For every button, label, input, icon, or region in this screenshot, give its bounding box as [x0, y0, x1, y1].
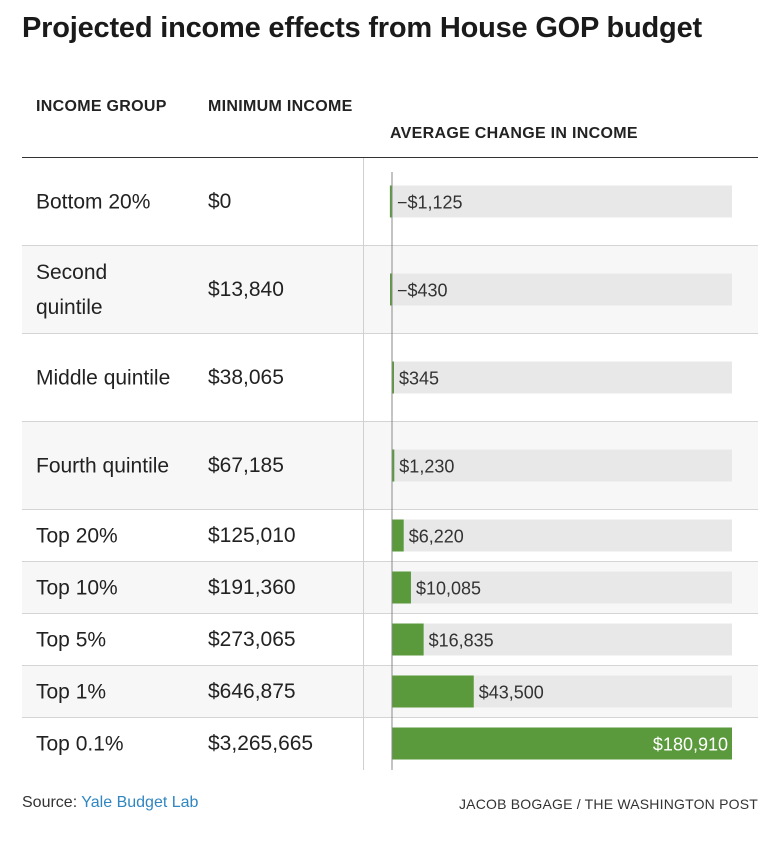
- bar: [392, 571, 411, 604]
- bar-track: [392, 623, 732, 656]
- bar: [392, 623, 424, 656]
- header-income-group: INCOME GROUP: [36, 98, 167, 115]
- minimum-income-value: $67,185: [208, 453, 284, 477]
- bar-value-label: $345: [399, 369, 439, 389]
- minimum-income-value: $273,065: [208, 627, 296, 651]
- bar-value-label: $1,230: [399, 457, 454, 477]
- minimum-income-value: $125,010: [208, 523, 296, 547]
- bar-value-label: −$430: [397, 281, 448, 301]
- income-group-label: Fourth quintile: [36, 454, 170, 477]
- income-group-label: Top 10%: [36, 576, 118, 599]
- table-row: Bottom 20% $0: [22, 158, 758, 246]
- chart-title: Projected income effects from House GOP …: [22, 12, 702, 44]
- bar-track: [392, 273, 732, 306]
- bar: [392, 449, 395, 482]
- bar-value-label: −$1,125: [397, 193, 463, 213]
- income-group-label: Top 5%: [36, 628, 107, 651]
- bar-value-label: $43,500: [479, 683, 544, 703]
- source-link[interactable]: Yale Budget Lab: [81, 794, 199, 811]
- bar-track: [392, 185, 732, 218]
- bar: [390, 273, 392, 306]
- bar: [389, 185, 392, 218]
- bar: [392, 361, 394, 394]
- income-group-label: Top 20%: [36, 524, 118, 547]
- minimum-income-value: $13,840: [208, 277, 284, 301]
- source-note: Source: Yale Budget Lab: [22, 794, 198, 812]
- bar-value-label: $10,085: [416, 579, 481, 599]
- bar-value-label: $180,910: [653, 735, 728, 755]
- credit-line: JACOB BOGAGE / THE WASHINGTON POST: [458, 796, 758, 812]
- table-row: Top 5% $273,065: [22, 614, 758, 666]
- minimum-income-value: $0: [208, 189, 232, 213]
- bar-track: [392, 449, 732, 482]
- bar: [392, 727, 732, 760]
- minimum-income-value: $3,265,665: [208, 731, 314, 755]
- table-row: Top 0.1% $3,265,665: [22, 718, 758, 769]
- source-prefix: Source:: [22, 794, 82, 811]
- minimum-income-value: $38,065: [208, 365, 284, 389]
- bar: [392, 519, 404, 552]
- bar: [392, 675, 474, 708]
- table-row: Middle quintile $38,065: [22, 334, 758, 422]
- income-group-label: Top 0.1%: [36, 732, 124, 755]
- minimum-income-value: $646,875: [208, 679, 296, 703]
- minimum-income-value: $191,360: [208, 575, 296, 599]
- header-rule: [22, 157, 758, 158]
- bar-track: [392, 571, 732, 604]
- table-row: Top 20% $125,010: [22, 510, 758, 562]
- bar-value-label: $16,835: [429, 631, 494, 651]
- bar-track: [392, 361, 732, 394]
- bar-track: [392, 519, 732, 552]
- column-divider: [363, 158, 364, 770]
- table-row: Top 1% $646,875: [22, 666, 758, 718]
- header-average-change: AVERAGE CHANGE IN INCOME: [390, 125, 638, 142]
- header-minimum-income: MINIMUM INCOME: [208, 98, 353, 115]
- bar-value-label: $6,220: [409, 527, 464, 547]
- income-group-label: Bottom 20%: [36, 190, 151, 213]
- income-group-label: Second quintile: [36, 260, 108, 319]
- income-group-label: Middle quintile: [36, 366, 171, 389]
- income-group-label: Top 1%: [36, 680, 107, 703]
